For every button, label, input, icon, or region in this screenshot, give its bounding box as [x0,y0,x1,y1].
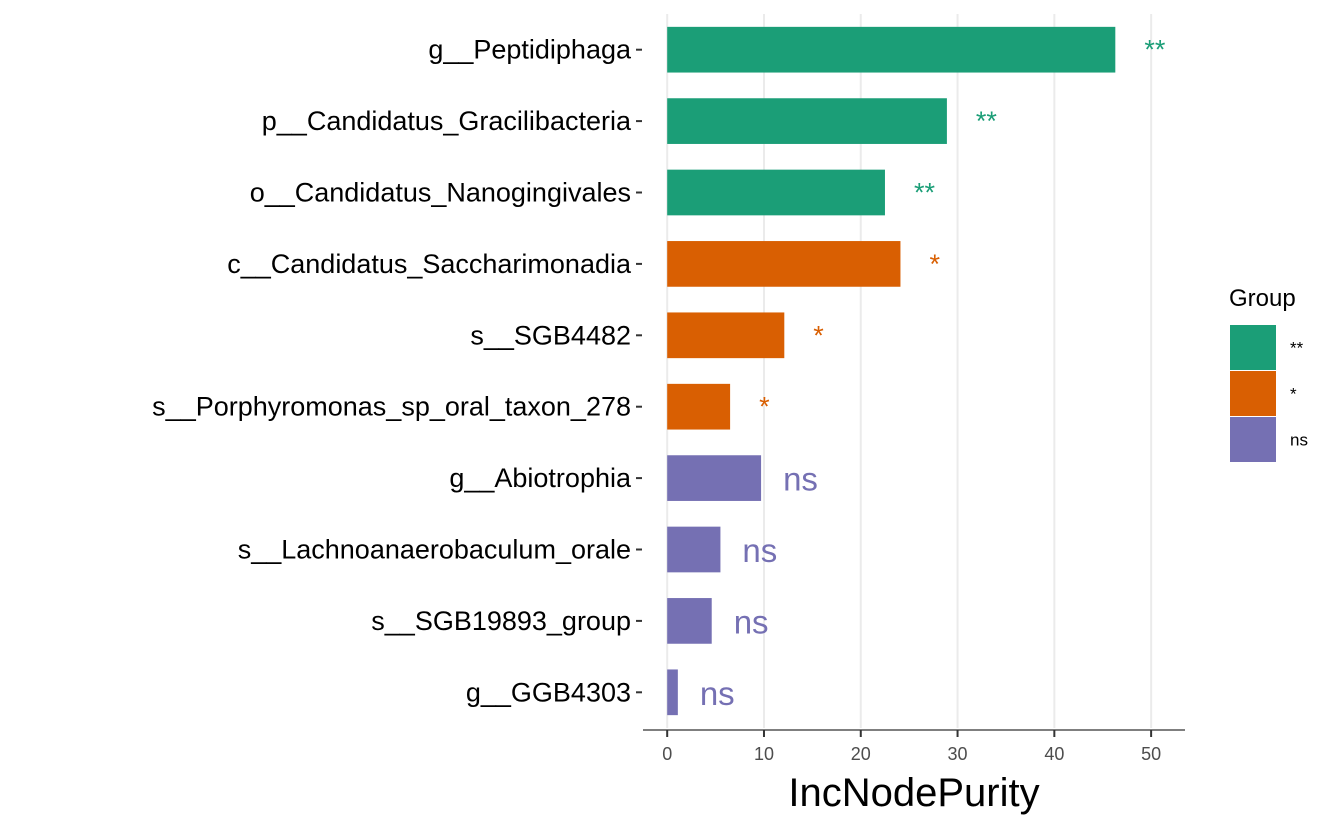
x-tick-label: 10 [754,744,774,764]
bar [667,383,731,430]
bars [667,26,1116,716]
x-tick-label: 30 [948,744,968,764]
legend-key [1230,371,1276,416]
y-tick-label: s__Porphyromonas_sp_oral_taxon_278 [152,392,631,422]
bar [667,455,762,501]
legend-key [1230,417,1276,462]
y-tick-label: s__SGB19893_group [371,606,631,636]
bar [667,312,785,359]
significance-label: ** [976,106,998,136]
significance-label: ns [742,532,777,569]
legend: Group ***ns [1229,285,1308,462]
bar [667,598,712,644]
legend-entry-label: ** [1290,339,1304,358]
y-tick-label: p__Candidatus_Gracilibacteria [262,106,632,136]
x-axis: 0 10 20 30 40 50 [643,729,1185,764]
significance-label: ns [700,675,735,712]
legend-title: Group [1229,285,1296,312]
bar [667,669,678,716]
legend-entry-label: * [1290,385,1297,404]
y-axis-category-labels: g__Peptidiphaga p__Candidatus_Gracilibact… [152,35,642,707]
significance-label: ns [734,603,769,640]
significance-label: * [929,249,940,279]
significance-label: ** [1144,35,1166,65]
y-tick-label: o__Candidatus_Nanogingivales [250,178,631,208]
significance-label: ** [914,178,936,208]
y-tick-label: c__Candidatus_Saccharimonadia [227,249,632,279]
legend-entry-label: ns [1290,431,1308,450]
significance-label: * [759,392,770,422]
x-tick-label: 40 [1044,744,1064,764]
bar [667,241,901,287]
x-tick-label: 0 [662,744,672,764]
legend-key [1230,325,1276,370]
x-axis-title: IncNodePurity [788,771,1039,815]
bar [667,169,885,216]
y-tick-label: g__Peptidiphaga [428,35,632,65]
significance-label: ns [783,461,818,498]
bar [667,526,721,573]
bar [667,98,947,144]
y-tick-label: g__GGB4303 [466,677,631,707]
x-tick-label: 20 [851,744,871,764]
bar [667,26,1116,73]
y-tick-label: g__Abiotrophia [449,463,632,493]
y-tick-label: s__Lachnoanaerobaculum_orale [238,535,631,565]
y-tick-label: s__SGB4482 [470,320,631,350]
significance-label: * [813,320,824,350]
x-tick-label: 50 [1141,744,1161,764]
